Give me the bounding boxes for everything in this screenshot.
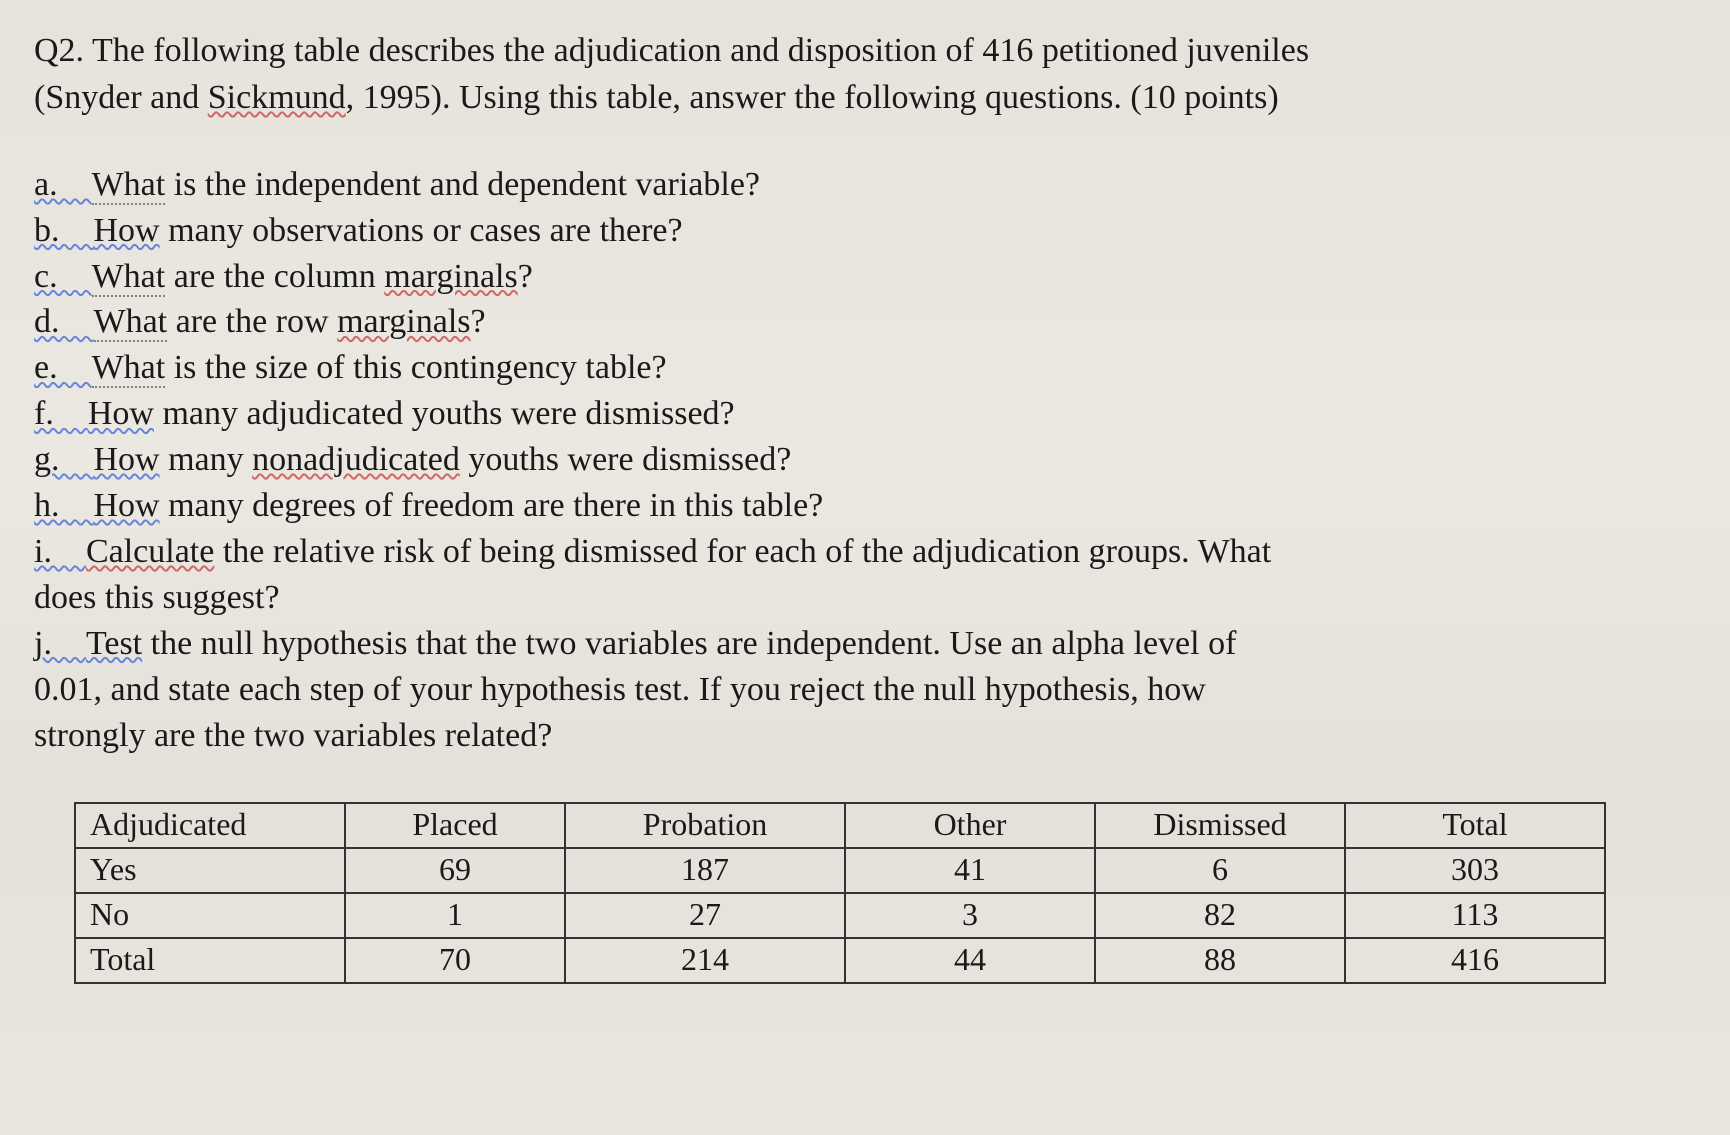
qh-prefix: h. (34, 487, 94, 524)
table-cell: 27 (565, 893, 845, 938)
question-g: g. How many nonadjudicated youths were d… (34, 437, 1696, 483)
question-c: c. What are the column marginals? (34, 254, 1696, 300)
table-cell: 113 (1345, 893, 1605, 938)
col-header: Probation (565, 803, 845, 848)
qj-cont2: strongly are the two variables related? (34, 717, 552, 754)
qa-text: is the independent and dependent variabl… (165, 166, 760, 203)
col-header: Total (1345, 803, 1605, 848)
qi-wavy: Calculate (86, 533, 214, 570)
col-header: Adjudicated (75, 803, 345, 848)
table-cell: 82 (1095, 893, 1345, 938)
table-cell: 6 (1095, 848, 1345, 893)
table-cell: 88 (1095, 938, 1345, 983)
qb-wavy: How (94, 212, 160, 249)
table-cell: No (75, 893, 345, 938)
table-cell: 303 (1345, 848, 1605, 893)
qf-wavy: How (88, 395, 154, 432)
qh-wavy: How (94, 487, 160, 524)
question-a: a. What is the independent and dependent… (34, 162, 1696, 208)
qi-prefix: i. (34, 533, 86, 570)
table-row: Yes 69 187 41 6 303 (75, 848, 1605, 893)
col-header: Other (845, 803, 1095, 848)
table-row: Total 70 214 44 88 416 (75, 938, 1605, 983)
question-b: b. How many observations or cases are th… (34, 208, 1696, 254)
question-e: e. What is the size of this contingency … (34, 345, 1696, 391)
table-cell: 41 (845, 848, 1095, 893)
qe-text: is the size of this contingency table? (165, 349, 666, 386)
qc-wavy1: What (92, 258, 166, 297)
table-row: No 1 27 3 82 113 (75, 893, 1605, 938)
question-list: a. What is the independent and dependent… (34, 162, 1696, 759)
qd-wavy2: marginals (337, 303, 470, 340)
qa-wavy: What (92, 166, 166, 205)
qj-text: the null hypothesis that the two variabl… (142, 625, 1236, 662)
qb-prefix: b. (34, 212, 94, 249)
qg-prefix: g. (34, 441, 94, 478)
table-cell: 3 (845, 893, 1095, 938)
qj-wavy: Test (86, 625, 142, 662)
qi-text: the relative risk of being dismissed for… (214, 533, 1271, 570)
qf-text: many adjudicated youths were dismissed? (154, 395, 735, 432)
qj-prefix: j. (34, 625, 86, 662)
qc-post: ? (518, 258, 533, 295)
qg-mid: many (160, 441, 253, 478)
question-j-cont1: 0.01, and state each step of your hypoth… (34, 667, 1696, 713)
qe-wavy: What (92, 349, 166, 388)
qj-cont1: 0.01, and state each step of your hypoth… (34, 671, 1206, 708)
question-j: j. Test the null hypothesis that the two… (34, 621, 1696, 667)
qg-post: youths were dismissed? (460, 441, 791, 478)
question-d: d. What are the row marginals? (34, 299, 1696, 345)
question-intro: Q2. The following table describes the ad… (34, 28, 1696, 122)
qc-mid: are the column (165, 258, 384, 295)
intro-line-2a: (Snyder and (34, 79, 208, 116)
table-cell: 214 (565, 938, 845, 983)
table-cell: 69 (345, 848, 565, 893)
qd-post: ? (471, 303, 486, 340)
table-cell: Yes (75, 848, 345, 893)
table-cell: 70 (345, 938, 565, 983)
qi-cont: does this suggest? (34, 579, 280, 616)
qd-mid: are the row (167, 303, 337, 340)
qf-prefix: f. (34, 395, 88, 432)
table-cell: 1 (345, 893, 565, 938)
question-j-cont2: strongly are the two variables related? (34, 713, 1696, 759)
qc-prefix: c. (34, 258, 92, 295)
page: Q2. The following table describes the ad… (0, 0, 1730, 1135)
intro-wavy-sickmund: Sickmund (208, 79, 346, 116)
intro-line-2b: , 1995). Using this table, answer the fo… (346, 79, 1279, 116)
qa-prefix: a. (34, 166, 92, 203)
col-header: Placed (345, 803, 565, 848)
qd-wavy1: What (94, 303, 168, 342)
table-cell: 44 (845, 938, 1095, 983)
question-i-cont: does this suggest? (34, 575, 1696, 621)
contingency-table: Adjudicated Placed Probation Other Dismi… (74, 802, 1606, 984)
qg-wavy2: nonadjudicated (252, 441, 460, 478)
col-header: Dismissed (1095, 803, 1345, 848)
qg-wavy1: How (94, 441, 160, 478)
qc-wavy2: marginals (384, 258, 517, 295)
table-cell: Total (75, 938, 345, 983)
qd-prefix: d. (34, 303, 94, 340)
table-header-row: Adjudicated Placed Probation Other Dismi… (75, 803, 1605, 848)
qb-text: many observations or cases are there? (160, 212, 683, 249)
intro-line-1: Q2. The following table describes the ad… (34, 32, 1309, 69)
question-f: f. How many adjudicated youths were dism… (34, 391, 1696, 437)
qh-text: many degrees of freedom are there in thi… (160, 487, 824, 524)
table-cell: 187 (565, 848, 845, 893)
question-i: i. Calculate the relative risk of being … (34, 529, 1696, 575)
qe-prefix: e. (34, 349, 92, 386)
question-h: h. How many degrees of freedom are there… (34, 483, 1696, 529)
table-cell: 416 (1345, 938, 1605, 983)
